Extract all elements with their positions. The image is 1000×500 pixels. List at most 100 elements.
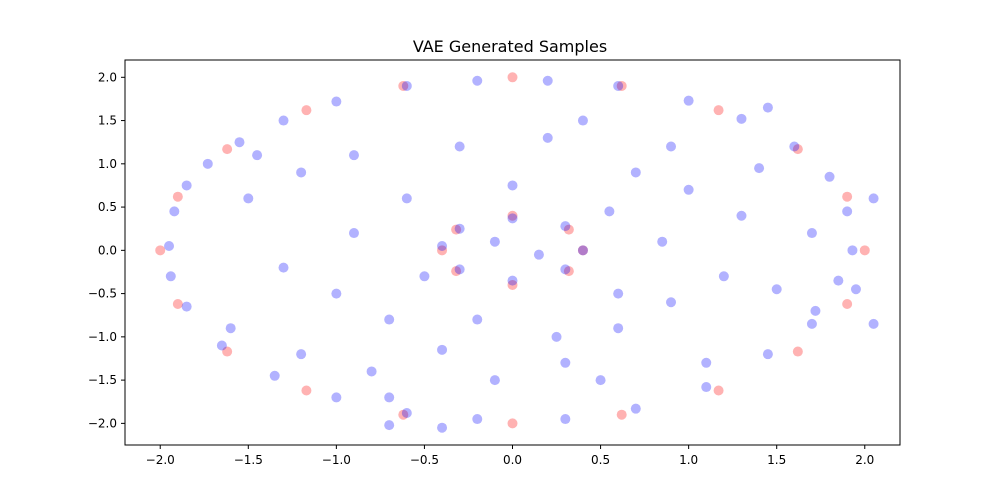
- ticks-layer: −2.0 −1.5 −1.0 −0.5 0.0 0.5 1.0 1.5 2.0 2.0 1.5 1.0…: [88, 70, 874, 467]
- scatter-point: [278, 262, 289, 273]
- y-tick-label: 0.5: [98, 200, 117, 214]
- scatter-point: [842, 191, 853, 202]
- scatter-point: [181, 180, 192, 191]
- scatter-point: [301, 385, 312, 396]
- scatter-point: [155, 245, 166, 256]
- scatter-point: [384, 420, 395, 431]
- scatter-point: [762, 349, 773, 360]
- x-tick-label: 2.0: [855, 453, 874, 467]
- scatter-point: [701, 357, 712, 368]
- scatter-point: [366, 366, 377, 377]
- scatter-point: [472, 75, 483, 86]
- scatter-point: [868, 193, 879, 204]
- scatter-point: [613, 288, 624, 299]
- scatter-point: [437, 422, 448, 433]
- y-tick-label: 0.0: [98, 243, 117, 257]
- scatter-point: [401, 80, 412, 91]
- scatter-point: [868, 318, 879, 329]
- scatter-point: [419, 271, 430, 282]
- scatter-point: [806, 228, 817, 239]
- scatter-point: [666, 297, 677, 308]
- scatter-point: [754, 163, 765, 174]
- scatter-point: [234, 137, 245, 148]
- scatter-point: [451, 266, 462, 277]
- scatter-point: [384, 392, 395, 403]
- scatter-point: [762, 102, 773, 113]
- scatter-point: [331, 288, 342, 299]
- scatter-point: [348, 150, 359, 161]
- scatter-point: [202, 158, 213, 169]
- scatter-point: [701, 382, 712, 393]
- scatter-point: [296, 167, 307, 178]
- scatter-point: [348, 228, 359, 239]
- scatter-point: [824, 171, 835, 182]
- x-tick-label: 0.0: [503, 453, 522, 467]
- x-tick-label: −1.0: [322, 453, 351, 467]
- scatter-point: [713, 385, 724, 396]
- scatter-point: [437, 344, 448, 355]
- scatter-point: [789, 141, 800, 152]
- scatter-point: [216, 340, 227, 351]
- scatter-point: [437, 241, 448, 252]
- scatter-point: [454, 141, 465, 152]
- x-tick-label: 1.5: [767, 453, 786, 467]
- scatter-point: [472, 414, 483, 425]
- scatter-point: [472, 314, 483, 325]
- y-tick-label: 2.0: [98, 70, 117, 84]
- scatter-point: [850, 284, 861, 295]
- y-tick-label: −1.5: [88, 373, 117, 387]
- scatter-point: [616, 409, 627, 420]
- scatter-point: [301, 105, 312, 116]
- scatter-point: [833, 275, 844, 286]
- scatter-point: [401, 193, 412, 204]
- y-tick-label: 1.5: [98, 114, 117, 128]
- scatter-point: [792, 144, 803, 155]
- scatter-point: [181, 301, 192, 312]
- scatter-point: [563, 224, 574, 235]
- scatter-point: [437, 245, 448, 256]
- scatter-point: [542, 75, 553, 86]
- scatter-point: [560, 357, 571, 368]
- scatter-point: [666, 141, 677, 152]
- scatter-point: [331, 392, 342, 403]
- scatter-point: [847, 245, 858, 256]
- points-layer: [155, 72, 879, 433]
- scatter-point: [563, 266, 574, 277]
- scatter-point: [507, 275, 518, 286]
- x-tick-label: 1.0: [679, 453, 698, 467]
- scatter-point: [169, 206, 180, 217]
- scatter-point: [577, 245, 588, 256]
- scatter-point: [560, 221, 571, 232]
- scatter-point: [489, 236, 500, 247]
- scatter-point: [683, 95, 694, 106]
- x-tick-label: −1.5: [234, 453, 263, 467]
- scatter-point: [657, 236, 668, 247]
- scatter-point: [616, 80, 627, 91]
- x-tick-label: −2.0: [146, 453, 175, 467]
- scatter-point: [172, 298, 183, 309]
- scatter-point: [771, 284, 782, 295]
- scatter-point: [630, 403, 641, 414]
- scatter-point: [222, 346, 233, 357]
- scatter-point: [278, 115, 289, 126]
- chart-title: VAE Generated Samples: [413, 37, 607, 56]
- scatter-point: [842, 298, 853, 309]
- y-tick-label: −1.0: [88, 330, 117, 344]
- scatter-point: [595, 375, 606, 386]
- scatter-point: [384, 314, 395, 325]
- scatter-point: [577, 115, 588, 126]
- scatter-point: [792, 346, 803, 357]
- scatter-point: [613, 323, 624, 334]
- scatter-point: [454, 264, 465, 275]
- scatter-point: [331, 96, 342, 107]
- scatter-point: [164, 241, 175, 252]
- scatter-point: [533, 249, 544, 260]
- scatter-point: [560, 264, 571, 275]
- scatter-point: [806, 318, 817, 329]
- scatter-point: [401, 407, 412, 418]
- scatter-point: [225, 323, 236, 334]
- scatter-point: [507, 213, 518, 224]
- scatter-point: [604, 206, 615, 217]
- scatter-point: [713, 105, 724, 116]
